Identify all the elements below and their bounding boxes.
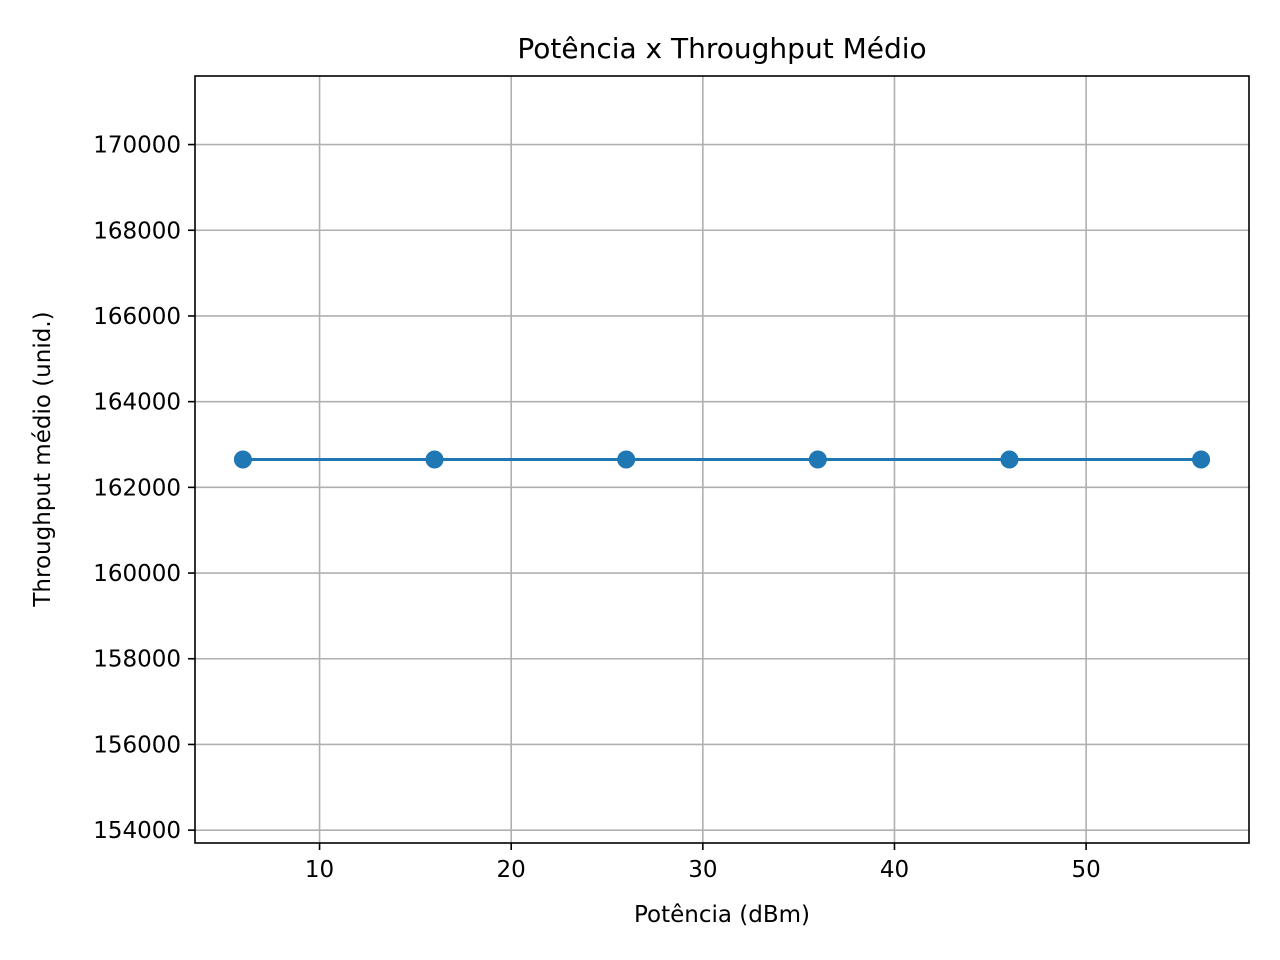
data-point: [1192, 450, 1211, 469]
y-tick-label: 164000: [93, 390, 181, 416]
x-tick-label: 10: [305, 857, 334, 883]
y-tick-label: 160000: [93, 561, 181, 587]
x-tick-label: 50: [1071, 857, 1100, 883]
y-tick-label: 154000: [93, 818, 181, 844]
y-tick-label: 158000: [93, 647, 181, 673]
y-axis-label: Throughput médio (unid.): [30, 311, 56, 607]
y-tick-label: 162000: [93, 475, 181, 501]
data-point: [617, 450, 636, 469]
y-tick-label: 170000: [93, 133, 181, 159]
data-point: [233, 450, 252, 469]
y-tick-label: 156000: [93, 732, 181, 758]
x-tick-label: 40: [880, 857, 909, 883]
ticks: 10 20 30 40 50 154000 156000 158000 160000 162000…: [93, 133, 1101, 883]
data-point: [1000, 450, 1019, 469]
y-tick-label: 166000: [93, 304, 181, 330]
x-tick-label: 20: [497, 857, 526, 883]
y-tick-label: 168000: [93, 218, 181, 244]
plot-frame: [194, 75, 1250, 844]
data-point: [808, 450, 827, 469]
chart-title: Potência x Throughput Médio: [517, 32, 926, 65]
x-tick-label: 30: [688, 857, 717, 883]
series-layer: [233, 450, 1211, 469]
data-point: [425, 450, 444, 469]
x-axis-label: Potência (dBm): [634, 902, 810, 928]
